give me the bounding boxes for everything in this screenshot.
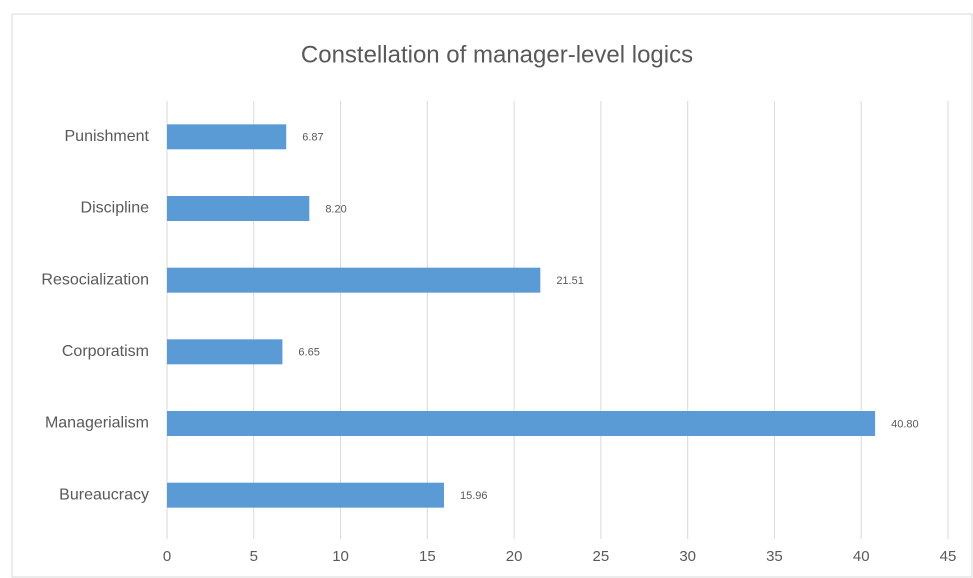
data-label: 15.96 bbox=[460, 490, 488, 502]
y-tick-label: Resocialization bbox=[41, 271, 149, 288]
y-tick-label: Punishment bbox=[65, 128, 150, 145]
bar bbox=[167, 196, 310, 221]
chart-title: Constellation of manager-level logics bbox=[301, 41, 693, 68]
bar bbox=[167, 482, 444, 508]
data-label: 6.87 bbox=[302, 132, 323, 144]
data-label: 6.65 bbox=[298, 347, 319, 359]
x-tick-label: 15 bbox=[419, 548, 436, 565]
x-tick-label: 0 bbox=[163, 548, 171, 565]
data-label: 40.80 bbox=[891, 418, 919, 430]
chart-frame bbox=[11, 13, 973, 578]
x-tick-label: 40 bbox=[853, 548, 870, 565]
bar bbox=[167, 124, 287, 150]
data-label: 8.20 bbox=[325, 203, 346, 215]
bar bbox=[167, 339, 283, 365]
data-label: 21.51 bbox=[556, 275, 584, 287]
x-tick-label: 45 bbox=[940, 548, 957, 565]
x-tick-label: 20 bbox=[506, 548, 523, 565]
x-tick-label: 25 bbox=[593, 548, 610, 565]
x-tick-label: 35 bbox=[766, 548, 783, 565]
y-tick-label: Bureaucracy bbox=[59, 486, 149, 503]
bar bbox=[167, 411, 876, 436]
x-tick-label: 10 bbox=[332, 548, 349, 565]
bar bbox=[167, 267, 541, 293]
y-tick-label: Discipline bbox=[81, 200, 150, 217]
x-tick-label: 30 bbox=[679, 548, 696, 565]
y-tick-label: Corporatism bbox=[62, 343, 149, 360]
y-tick-label: Managerialism bbox=[45, 415, 149, 432]
x-tick-label: 5 bbox=[250, 548, 258, 565]
